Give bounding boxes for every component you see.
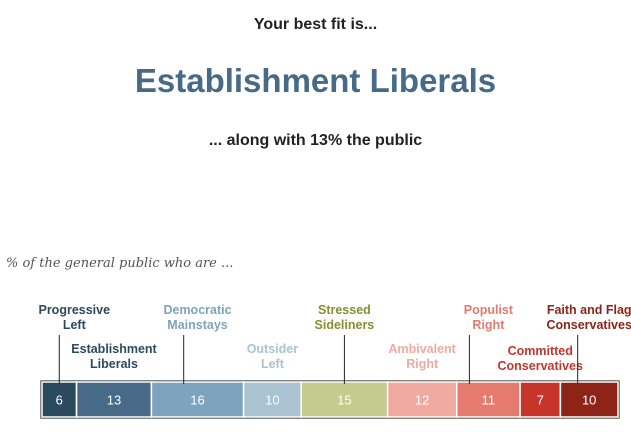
category-label-line: Mainstays [167, 318, 227, 332]
category-label-line: Progressive [38, 303, 110, 317]
category-label-line: Establishment [71, 342, 157, 356]
value-label-progressive-left: 6 [56, 393, 63, 408]
value-label-democratic-mainstays: 16 [190, 393, 204, 408]
public-share-text: ... along with 13% the public [0, 132, 631, 150]
category-label-line: Ambivalent [388, 342, 456, 356]
category-label-line: Sideliners [315, 318, 375, 332]
category-label-line: Right [472, 318, 505, 332]
category-label-line: Democratic [163, 303, 231, 317]
typology-chart: 6 13 16 10 15 12 11 7 10 ProgressiveLeftEstablis… [0, 300, 631, 425]
value-label-stressed-sideliners: 15 [337, 393, 351, 408]
category-label-line: Outsider [247, 342, 299, 356]
bars-group: 6 13 16 10 15 12 11 7 10 [41, 381, 619, 418]
intro-text: Your best fit is... [0, 16, 631, 34]
chart-subtitle: % of the general public who are ... [6, 256, 233, 271]
category-label-line: Populist [464, 303, 514, 317]
value-label-populist-right: 11 [482, 393, 496, 408]
category-label-line: Left [63, 318, 87, 332]
labels-group: ProgressiveLeftEstablishmentLiberalsDemo… [38, 303, 631, 384]
category-label-line: Conservatives [498, 359, 584, 373]
category-label-line: Liberals [90, 357, 138, 371]
value-label-ambivalent-right: 12 [415, 393, 429, 408]
category-label-line: Right [406, 357, 439, 371]
category-label-line: Stressed [318, 303, 371, 317]
value-label-outsider-left: 10 [265, 393, 279, 408]
category-label-line: Committed [508, 344, 573, 358]
value-label-committed-conservatives: 7 [537, 393, 544, 408]
best-fit-result: Establishment Liberals [0, 62, 631, 100]
value-label-faith-and-flag-conservatives: 10 [582, 393, 596, 408]
category-label-line: Faith and Flag [547, 303, 631, 317]
category-label-line: Conservatives [546, 318, 631, 332]
value-label-establishment-liberals: 13 [107, 393, 121, 408]
category-label-line: Left [261, 357, 285, 371]
